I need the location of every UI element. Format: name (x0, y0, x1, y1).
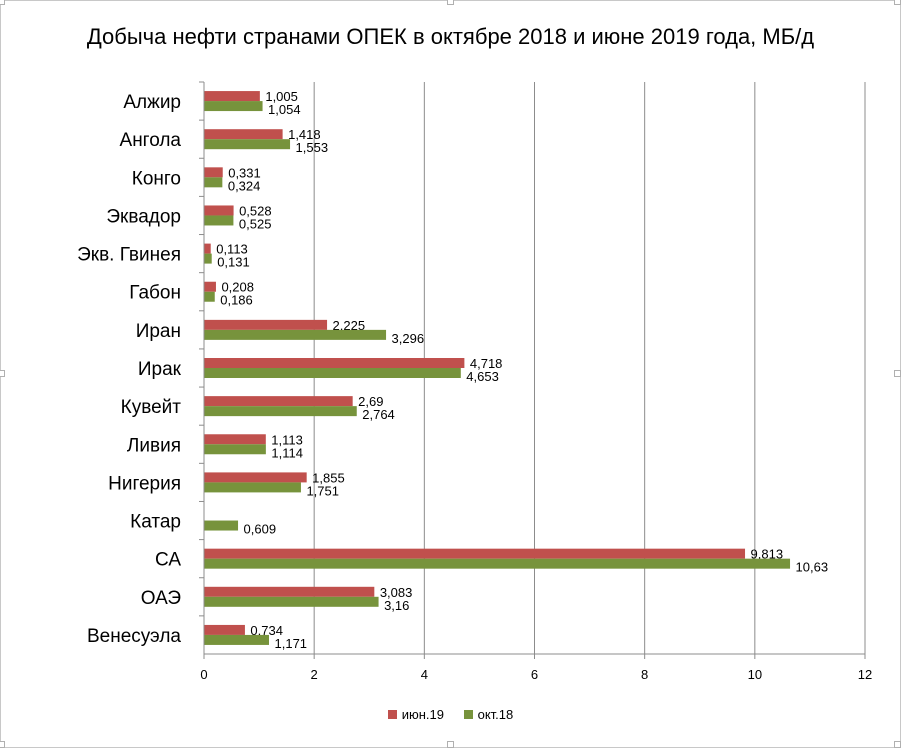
bar-jun19 (204, 167, 223, 178)
resize-handle-left[interactable] (0, 370, 5, 377)
data-label: 0,113 (216, 242, 248, 257)
bar-oct18 (204, 444, 266, 455)
data-label: 1,751 (306, 483, 339, 498)
bar-jun19 (204, 243, 211, 254)
data-label: 1,114 (271, 445, 303, 460)
category-label: СА (155, 550, 181, 571)
category-label: Ангола (120, 130, 182, 151)
bar-jun19 (204, 319, 328, 330)
bar-oct18 (204, 634, 270, 645)
data-label: 3,16 (384, 598, 409, 613)
data-label: 1,553 (296, 140, 329, 155)
data-label: 2,69 (358, 394, 383, 409)
category-label: ОАЭ (141, 588, 181, 609)
category-label: Алжир (123, 92, 181, 113)
data-label: 0,331 (228, 165, 261, 180)
bar-oct18 (204, 329, 387, 340)
data-label: 4,718 (470, 356, 503, 371)
resize-handle-top[interactable] (447, 0, 454, 5)
bar-oct18 (204, 101, 263, 112)
data-label: 1,054 (268, 102, 301, 117)
x-tick-label: 12 (858, 667, 872, 682)
data-label: 0,525 (239, 216, 272, 231)
data-label: 2,764 (362, 407, 395, 422)
data-label: 0,609 (244, 522, 277, 537)
category-label: Иран (136, 321, 181, 342)
legend-item-oct18: окт.18 (463, 707, 514, 722)
x-tick-label: 10 (748, 667, 762, 682)
x-tick-label: 4 (421, 667, 428, 682)
resize-handle-top-left[interactable] (0, 0, 5, 5)
data-label: 4,653 (466, 369, 499, 384)
legend-item-jun19: июн.19 (387, 707, 444, 722)
bar-oct18 (204, 520, 239, 531)
data-label: 1,005 (265, 89, 298, 104)
data-label: 0,208 (221, 280, 254, 295)
bar-oct18 (204, 139, 291, 150)
bar-jun19 (204, 586, 375, 597)
category-label: Конго (132, 168, 181, 189)
data-label: 10,63 (796, 560, 829, 575)
category-label: Ирак (138, 359, 182, 380)
data-label: 1,855 (312, 470, 345, 485)
chart-title: Добыча нефти странами ОПЕК в октябре 201… (86, 24, 815, 49)
bar-oct18 (204, 558, 791, 569)
legend-swatch-oct18 (463, 710, 473, 719)
bar-oct18 (204, 482, 301, 493)
bar-oct18 (204, 177, 223, 188)
bar-jun19 (204, 548, 746, 559)
data-label: 3,083 (380, 585, 413, 600)
legend-label-jun19: июн.19 (401, 707, 444, 722)
bar-jun19 (204, 396, 353, 407)
data-label: 0,131 (217, 255, 250, 270)
x-tick-label: 8 (641, 667, 648, 682)
bar-jun19 (204, 281, 216, 292)
legend-label-oct18: окт.18 (477, 707, 514, 722)
data-label: 9,813 (751, 547, 784, 562)
category-label: Венесуэла (87, 626, 181, 647)
bar-oct18 (204, 253, 212, 264)
category-label: Ливия (127, 435, 181, 456)
category-label: Кувейт (121, 397, 182, 418)
x-tick-label: 2 (311, 667, 318, 682)
category-label: Габон (129, 283, 181, 304)
data-label: 0,324 (228, 178, 261, 193)
bar-jun19 (204, 91, 260, 102)
category-label: Катар (130, 512, 181, 533)
data-label: 1,171 (275, 636, 308, 651)
bar-jun19 (204, 472, 307, 483)
bar-jun19 (204, 624, 245, 635)
category-label: Эквадор (106, 206, 181, 227)
data-label: 0,528 (239, 203, 272, 218)
bar-oct18 (204, 406, 357, 417)
bar-jun19 (204, 434, 266, 445)
bar-jun19 (204, 205, 234, 216)
bar-jun19 (204, 358, 465, 368)
bar-oct18 (204, 291, 215, 302)
x-tick-label: 0 (200, 667, 207, 682)
bar-oct18 (204, 215, 234, 226)
data-label: 1,113 (271, 432, 303, 447)
data-label: 0,186 (220, 293, 253, 308)
data-label: 2,225 (333, 318, 366, 333)
chart-legend: июн.19 окт.18 (0, 707, 901, 722)
data-label: 0,734 (250, 623, 283, 638)
bar-oct18 (204, 368, 461, 378)
bar-jun19 (204, 129, 283, 140)
bar-oct18 (204, 596, 379, 607)
data-label: 1,418 (288, 127, 321, 142)
category-label: Экв. Гвинея (77, 245, 181, 266)
data-label: 3,296 (392, 331, 425, 346)
legend-swatch-jun19 (387, 710, 397, 719)
x-tick-label: 6 (531, 667, 538, 682)
category-label: Нигерия (108, 473, 181, 494)
